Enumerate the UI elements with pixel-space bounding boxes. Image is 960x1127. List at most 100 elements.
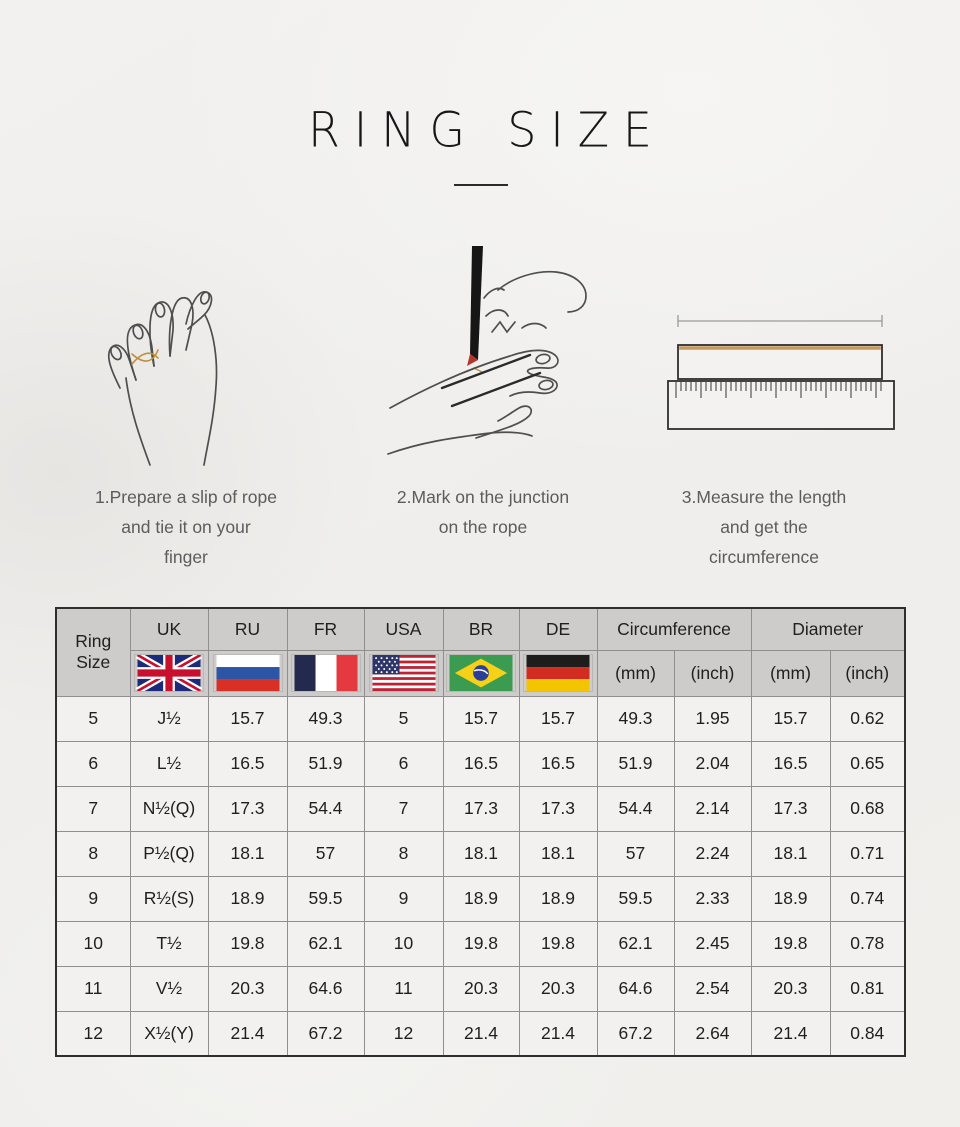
table-cell: 20.3: [518, 965, 598, 1012]
step-1-line: finger: [164, 547, 208, 567]
table-cell: N½(Q): [129, 785, 209, 832]
table-cell: 19.8: [207, 920, 288, 967]
header-fr: FR: [286, 607, 365, 651]
table-cell: 17.3: [207, 785, 288, 832]
unit-circumference-inch: (inch): [673, 649, 752, 697]
br-flag-cell: [442, 649, 520, 697]
de-flag-cell: [518, 649, 598, 697]
br-flag-icon: [446, 654, 516, 692]
table-cell: 19.8: [750, 920, 831, 967]
table-cell: 12: [363, 1010, 444, 1057]
table-cell: 16.5: [750, 740, 831, 787]
unit-diameter-inch: (inch): [829, 649, 906, 697]
table-cell: 20.3: [442, 965, 520, 1012]
header-ru: RU: [207, 607, 288, 651]
ru-flag-cell: [207, 649, 288, 697]
table-cell: 5: [363, 695, 444, 742]
table-cell: 0.65: [829, 740, 906, 787]
usa-flag-cell: [363, 649, 444, 697]
table-cell: 67.2: [596, 1010, 675, 1057]
table-cell: 10: [55, 920, 131, 967]
table-cell: 6: [363, 740, 444, 787]
table-cell: 19.8: [442, 920, 520, 967]
step-3-caption: 3.Measure the length and get the circumf…: [646, 482, 882, 572]
table-cell: 19.8: [518, 920, 598, 967]
table-cell: 64.6: [286, 965, 365, 1012]
table-cell: 16.5: [518, 740, 598, 787]
table-cell: 7: [363, 785, 444, 832]
header-uk: UK: [129, 607, 209, 651]
header-usa: USA: [363, 607, 444, 651]
table-cell: 17.3: [442, 785, 520, 832]
table-cell: 18.1: [750, 830, 831, 877]
table-cell: 21.4: [518, 1010, 598, 1057]
table-cell: 64.6: [596, 965, 675, 1012]
step-1-caption: 1.Prepare a slip of rope and tie it on y…: [52, 482, 320, 572]
uk-flag-cell: [129, 649, 209, 697]
table-cell: 2.04: [673, 740, 752, 787]
page-title: RING SIZE: [308, 101, 666, 159]
table-cell: 0.62: [829, 695, 906, 742]
table-cell: 62.1: [286, 920, 365, 967]
table-cell: 17.3: [750, 785, 831, 832]
title-divider: [454, 184, 508, 186]
fr-flag-cell: [286, 649, 365, 697]
table-cell: R½(S): [129, 875, 209, 922]
corner-header-ring-size: Ring Size: [55, 607, 131, 697]
table-cell: 67.2: [286, 1010, 365, 1057]
table-cell: 18.9: [442, 875, 520, 922]
table-cell: 51.9: [286, 740, 365, 787]
table-cell: T½: [129, 920, 209, 967]
table-cell: 57: [596, 830, 675, 877]
table-cell: 15.7: [207, 695, 288, 742]
table-cell: 2.45: [673, 920, 752, 967]
table-cell: 21.4: [442, 1010, 520, 1057]
table-cell: 2.33: [673, 875, 752, 922]
table-cell: 8: [55, 830, 131, 877]
table-cell: 20.3: [207, 965, 288, 1012]
table-row: 8 P½(Q) 18.1 57 8 18.1 18.1 57 2.24 18.1 0.71: [55, 830, 906, 877]
de-flag-icon: [523, 654, 593, 692]
table-cell: 0.81: [829, 965, 906, 1012]
table-cell: 5: [55, 695, 131, 742]
table-cell: 15.7: [750, 695, 831, 742]
table-cell: 59.5: [286, 875, 365, 922]
table-cell: 8: [363, 830, 444, 877]
table-cell: 21.4: [207, 1010, 288, 1057]
step-2-line: on the rope: [438, 517, 528, 537]
table-cell: 54.4: [596, 785, 675, 832]
step-3-line: and get the: [720, 517, 808, 537]
header-br: BR: [442, 607, 520, 651]
table-cell: 9: [363, 875, 444, 922]
table-cell: 49.3: [286, 695, 365, 742]
table-cell: 15.7: [442, 695, 520, 742]
table-row: 11 V½ 20.3 64.6 11 20.3 20.3 64.6 2.54 20.3 0.81: [55, 965, 906, 1012]
table-cell: 0.74: [829, 875, 906, 922]
table-cell: 18.9: [750, 875, 831, 922]
unit-diameter-mm: (mm): [750, 649, 831, 697]
table-cell: 11: [363, 965, 444, 1012]
table-row: 9 R½(S) 18.9 59.5 9 18.9 18.9 59.5 2.33 18.9 0.74: [55, 875, 906, 922]
table-cell: 6: [55, 740, 131, 787]
table-cell: 9: [55, 875, 131, 922]
step-1-line: 1.Prepare a slip of rope: [95, 487, 277, 507]
step-2-caption: 2.Mark on the junction on the rope: [356, 482, 610, 542]
table-cell: 49.3: [596, 695, 675, 742]
table-cell: 12: [55, 1010, 131, 1057]
table-cell: 20.3: [750, 965, 831, 1012]
table-cell: 2.64: [673, 1010, 752, 1057]
table-cell: 0.68: [829, 785, 906, 832]
ring-size-table: Ring Size UK RU FR USA BR DE Circumferen…: [55, 607, 907, 1057]
table-cell: 59.5: [596, 875, 675, 922]
table-cell: 0.78: [829, 920, 906, 967]
table-cell: 2.54: [673, 965, 752, 1012]
table-cell: X½(Y): [129, 1010, 209, 1057]
table-row: 10 T½ 19.8 62.1 10 19.8 19.8 62.1 2.45 19.8 0.78: [55, 920, 906, 967]
table-cell: 21.4: [750, 1010, 831, 1057]
table-cell: 16.5: [207, 740, 288, 787]
table-cell: 11: [55, 965, 131, 1012]
ru-flag-icon: [212, 654, 283, 692]
fr-flag-icon: [290, 654, 361, 692]
table-cell: P½(Q): [129, 830, 209, 877]
